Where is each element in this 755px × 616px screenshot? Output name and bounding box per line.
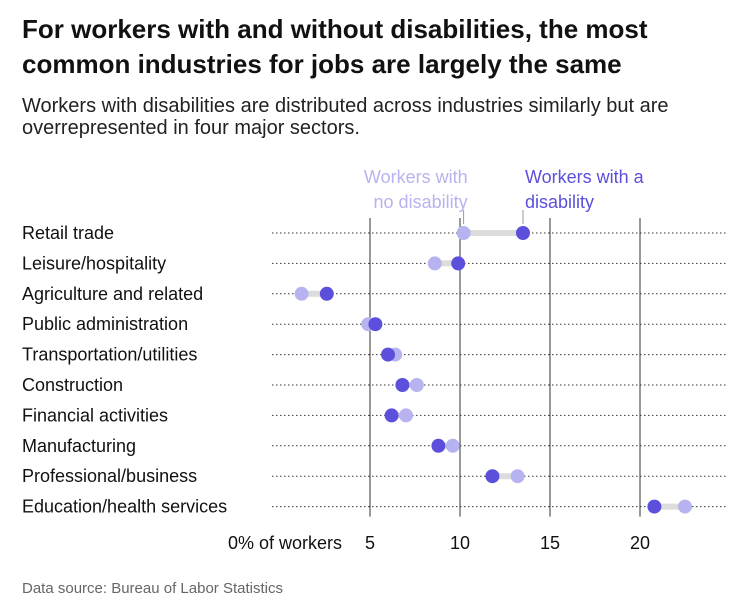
dot-no-disability [427,256,442,271]
legend-label-line: Workers with [364,167,468,187]
chart-subtitle: Workers with disabilities are distribute… [22,95,669,139]
dot-disability [381,347,395,362]
label-layer: 0% of workers 5 10 15 20 Retail trade Leisure/… [22,223,650,553]
dot-disability [647,499,662,514]
category-label: Transportation/utilities [22,345,197,365]
dot-no-disability [678,499,692,514]
chart-title: For workers with and without disabilitie… [22,14,648,79]
dot-no-disability [510,469,525,484]
x-tick-label: 20 [630,533,650,553]
legend-disability: Workers with a disability [522,167,645,224]
category-label: Retail trade [22,223,114,243]
dot-disability [395,378,410,392]
dot-no-disability [399,408,413,423]
category-label: Manufacturing [22,436,136,456]
legend-no-disability: Workers with no disability [364,167,468,224]
category-label: Financial activities [22,405,168,425]
dot-no-disability [456,226,471,240]
dot-layer [294,226,692,514]
category-label: Construction [22,375,123,395]
category-label: Professional/business [22,466,197,486]
dot-disability [485,469,500,484]
dot-plot-chart: 0% of workers 5 10 15 20 Retail trade Leisure/… [22,167,727,553]
legend-label-line: disability [525,192,594,212]
dot-no-disability [409,378,424,392]
category-label: Education/health services [22,497,227,517]
category-label: Agriculture and related [22,284,203,304]
x-tick-label: 15 [540,533,560,553]
dot-no-disability [445,438,460,453]
x-tick-label: 5 [365,533,375,553]
x-tick-label: 0% of workers [228,533,342,553]
category-label: Leisure/hospitality [22,253,166,273]
dot-disability [451,256,466,271]
category-label: Public administration [22,314,188,334]
legend-label-line: Workers with a [525,167,645,187]
data-source-note: Data source: Bureau of Labor Statistics [22,580,283,597]
dot-disability [319,286,334,301]
dot-no-disability [294,286,309,301]
dot-disability [516,226,530,240]
dot-disability [384,408,399,423]
dot-disability [431,438,446,453]
grid-layer [272,218,727,517]
connector-layer [298,230,688,510]
legend-label-line: no disability [374,192,468,212]
x-tick-label: 10 [450,533,470,553]
legend-layer: Workers with no disability Workers with a d… [364,167,645,224]
dot-disability [368,317,383,332]
